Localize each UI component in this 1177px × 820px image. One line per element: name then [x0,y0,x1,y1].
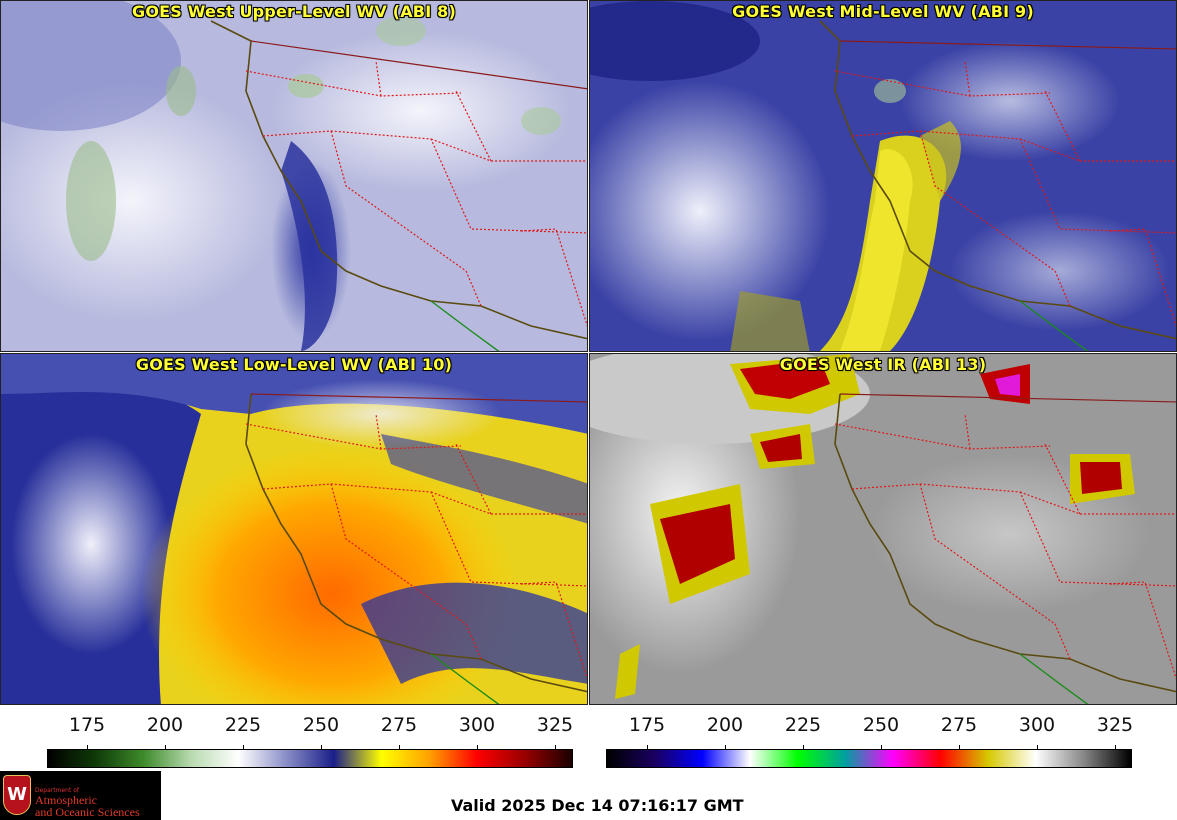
panel-title: GOES West Low-Level WV (ABI 10) [135,355,453,374]
panel-title: GOES West IR (ABI 13) [779,355,987,374]
valid-time: Valid 2025 Dec 14 07:16:17 GMT [451,796,744,815]
ir-colorbar-gradient [606,749,1132,768]
colorbar-tick-label: 325 [536,714,574,736]
aos-logo: W Department of Atmospheric and Oceanic … [0,771,161,820]
panel-title: GOES West Mid-Level WV (ABI 9) [732,2,1034,21]
upper-level-wv-image [1,1,587,351]
logo-line-3: and Oceanic Sciences [35,805,140,819]
colorbar-tick-label: 275 [380,714,418,736]
colorbar-tick-label: 175 [68,714,106,736]
wv-colorbar-gradient [47,749,573,768]
panel-title: GOES West Upper-Level WV (ABI 8) [132,2,456,21]
ir-image [590,354,1176,704]
low-level-wv-image [1,354,587,704]
wv-colorbar: 175 200 225 250 275 300 325 [47,714,587,770]
panel-mid-level-wv: GOES West Mid-Level WV (ABI 9) [589,0,1177,352]
colorbar-tick-label: 200 [146,714,184,736]
colorbar-tick-label: 300 [458,714,496,736]
colorbar-tick-label: 200 [706,714,744,736]
colorbar-tick-label: 225 [784,714,822,736]
logo-line-2: Atmospheric [35,793,97,807]
panel-low-level-wv: GOES West Low-Level WV (ABI 10) [0,353,588,705]
colorbar-tick-label: 250 [862,714,900,736]
ir-colorbar: 175 200 225 250 275 300 325 [606,714,1146,770]
colorbar-tick-label: 175 [628,714,666,736]
colorbar-tick-label: 325 [1096,714,1134,736]
mid-level-wv-image [590,1,1176,351]
colorbar-tick-label: 250 [302,714,340,736]
uw-seal-icon: W [3,775,31,815]
colorbar-tick-label: 275 [940,714,978,736]
panel-upper-level-wv: GOES West Upper-Level WV (ABI 8) [0,0,588,352]
colorbar-tick-label: 225 [224,714,262,736]
panel-ir: GOES West IR (ABI 13) [589,353,1177,705]
colorbar-tick-label: 300 [1018,714,1056,736]
logo-line-1: Department of [35,787,79,794]
